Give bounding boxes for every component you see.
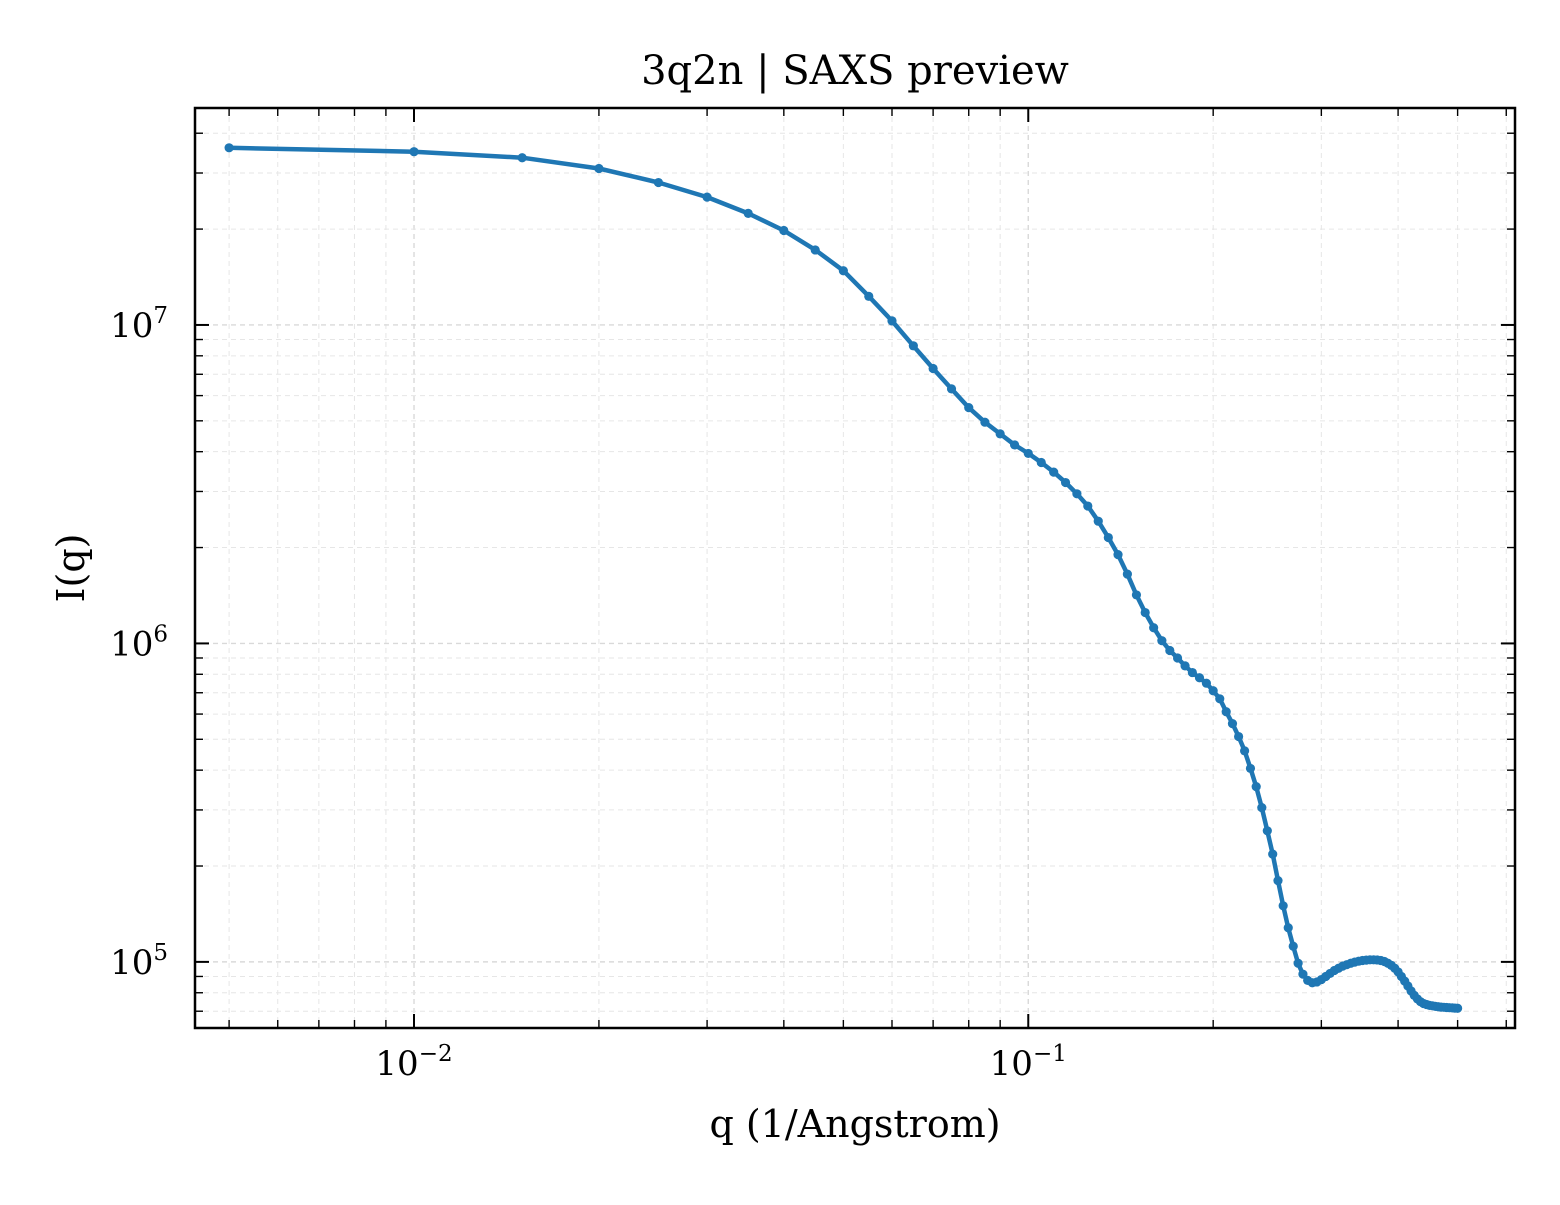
data-point	[1257, 803, 1267, 813]
data-point	[1278, 901, 1288, 911]
data-point	[1009, 440, 1020, 450]
data-point	[653, 177, 664, 188]
data-point	[1122, 569, 1132, 579]
data-point	[1180, 661, 1190, 671]
x-tick-label: 10−2	[375, 1041, 452, 1084]
data-point	[1103, 532, 1113, 543]
data-point	[1227, 719, 1238, 729]
data-point	[1060, 477, 1071, 488]
data-point	[743, 208, 753, 219]
plot-area	[224, 143, 1463, 1013]
data-point	[409, 147, 419, 157]
data-point	[517, 153, 527, 163]
data-point	[1187, 667, 1197, 678]
data-point	[1023, 448, 1033, 459]
data-point	[1083, 501, 1093, 511]
data-point	[810, 245, 820, 255]
data-point	[224, 143, 234, 153]
data-point	[1288, 941, 1298, 951]
data-point	[1194, 673, 1205, 683]
data-point	[995, 429, 1005, 439]
y-tick-label: 106	[110, 621, 168, 664]
data-point	[1215, 694, 1225, 704]
axis-ticks: 10−2 10−1 105 106 107	[110, 108, 1515, 1084]
data-point	[1149, 623, 1159, 633]
data-point	[946, 384, 957, 394]
data-point	[1172, 653, 1183, 663]
data-point	[1131, 590, 1142, 600]
data-point	[1273, 875, 1283, 886]
data-point	[1093, 516, 1103, 526]
data-point	[1140, 607, 1150, 618]
x-tick-label: 10−1	[990, 1041, 1067, 1084]
y-tick-label: 107	[110, 303, 168, 346]
data-point	[1283, 923, 1293, 933]
data-point	[1251, 782, 1261, 792]
data-point	[964, 403, 974, 413]
axes-frame	[193, 106, 1517, 1030]
data-point	[1208, 686, 1218, 696]
data-point	[1221, 707, 1231, 717]
data-point	[864, 291, 874, 301]
data-point	[838, 266, 848, 276]
data-point	[1049, 467, 1059, 477]
data-point	[702, 192, 712, 202]
data-point	[1453, 1003, 1463, 1013]
data-point	[1201, 678, 1212, 688]
data-point	[1113, 550, 1123, 560]
data-point	[1036, 457, 1046, 468]
x-axis-label: q (1/Angstrom)	[709, 1102, 1000, 1146]
data-point	[1245, 763, 1256, 774]
data-point	[594, 163, 604, 174]
data-point	[1157, 636, 1167, 646]
y-axis-label: I(q)	[49, 534, 93, 603]
grid	[195, 108, 1515, 1028]
data-point	[1234, 731, 1244, 742]
data-point	[928, 363, 938, 374]
data-point	[908, 341, 918, 351]
data-point	[1293, 958, 1303, 968]
data-point	[980, 417, 990, 427]
data-point	[1239, 746, 1250, 756]
data-point	[1268, 849, 1278, 859]
data-point	[1165, 645, 1175, 656]
data-point	[1262, 826, 1272, 836]
chart-title: 3q2n | SAXS preview	[641, 48, 1069, 94]
data-point	[1072, 489, 1082, 499]
y-tick-label: 105	[110, 940, 168, 983]
data-point	[887, 316, 897, 326]
data-point	[779, 225, 789, 236]
